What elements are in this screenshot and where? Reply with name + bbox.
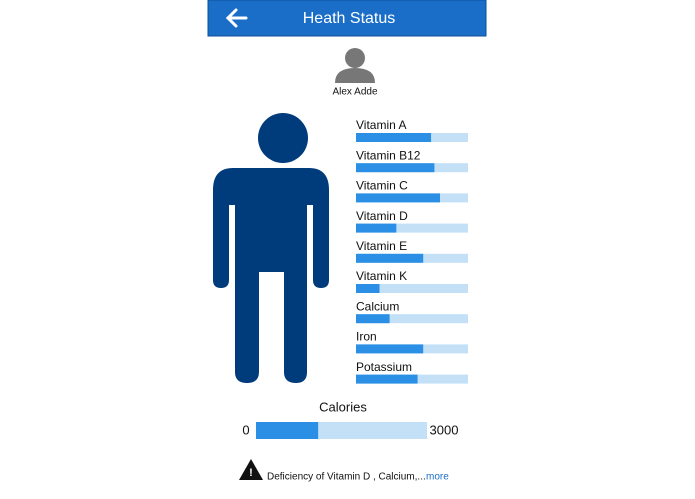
calories-max: 3000 <box>430 422 459 437</box>
bar-track <box>356 314 468 324</box>
nutrient-label: Vitamin D <box>356 209 408 223</box>
svg-text:!: ! <box>249 467 253 479</box>
body-figure <box>213 113 329 383</box>
bar-track <box>356 284 468 293</box>
bar-fill <box>356 133 432 142</box>
nutrient-label: Vitamin C <box>356 179 408 193</box>
warning-icon: ! <box>239 459 263 480</box>
bar-fill <box>356 284 380 293</box>
calories-fill <box>256 422 319 439</box>
warning-text: Deficiency of Vitamin D , Calcium,... <box>267 472 426 483</box>
avatar <box>335 48 375 83</box>
nutrient-label: Vitamin B12 <box>356 148 421 162</box>
nutrient-label: Calcium <box>356 299 399 313</box>
app-bar <box>207 0 487 37</box>
back-button[interactable] <box>225 8 248 28</box>
app-title: Heath Status <box>303 10 396 27</box>
nutrient-label: Vitamin E <box>356 239 407 253</box>
nutrient-label: Potassium <box>356 360 412 374</box>
calories-min: 0 <box>242 422 249 437</box>
more-link[interactable]: more <box>426 472 449 483</box>
bar-fill <box>356 223 397 233</box>
nutrient-label: Vitamin K <box>356 269 407 283</box>
nutrient-label: Vitamin A <box>356 118 406 132</box>
user-name: Alex Adde <box>332 87 377 98</box>
calories-label: Calories <box>319 399 367 414</box>
bar-fill <box>356 163 435 173</box>
bar-fill <box>356 253 424 263</box>
bar-fill <box>356 344 424 354</box>
bar-fill <box>356 374 418 384</box>
nutrient-label: Iron <box>356 330 377 344</box>
bar-fill <box>356 314 390 324</box>
bar-fill <box>356 193 440 203</box>
bar-track <box>356 223 468 233</box>
